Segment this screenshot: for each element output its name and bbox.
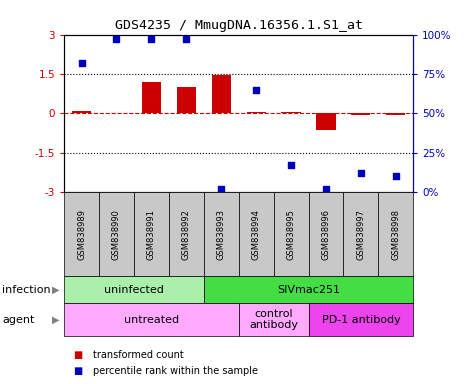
- Text: GSM838989: GSM838989: [77, 209, 86, 260]
- Point: [287, 162, 295, 168]
- Text: GSM838996: GSM838996: [322, 209, 331, 260]
- Bar: [352, 113, 370, 114]
- Point: [78, 60, 86, 66]
- Bar: [247, 112, 266, 113]
- Text: ▶: ▶: [52, 285, 59, 295]
- Bar: [204, 192, 238, 276]
- Point: [148, 36, 155, 42]
- Text: agent: agent: [2, 314, 35, 325]
- Bar: [204, 276, 413, 303]
- Bar: [134, 192, 169, 276]
- Bar: [343, 192, 379, 276]
- Bar: [386, 113, 405, 115]
- Text: GSM838998: GSM838998: [391, 209, 400, 260]
- Text: GSM838993: GSM838993: [217, 209, 226, 260]
- Bar: [309, 303, 413, 336]
- Text: SIVmac251: SIVmac251: [277, 285, 340, 295]
- Bar: [169, 192, 204, 276]
- Title: GDS4235 / MmugDNA.16356.1.S1_at: GDS4235 / MmugDNA.16356.1.S1_at: [114, 19, 363, 32]
- Point: [218, 186, 225, 192]
- Bar: [309, 192, 343, 276]
- Text: untreated: untreated: [124, 314, 179, 325]
- Text: infection: infection: [2, 285, 51, 295]
- Bar: [99, 192, 134, 276]
- Text: GSM838994: GSM838994: [252, 209, 261, 260]
- Bar: [212, 75, 231, 113]
- Point: [357, 170, 365, 176]
- Point: [113, 36, 120, 42]
- Text: GSM838997: GSM838997: [356, 209, 365, 260]
- Point: [322, 186, 330, 192]
- Text: uninfected: uninfected: [104, 285, 164, 295]
- Text: transformed count: transformed count: [93, 350, 183, 360]
- Point: [182, 36, 190, 42]
- Text: GSM838995: GSM838995: [286, 209, 295, 260]
- Point: [252, 87, 260, 93]
- Bar: [142, 82, 161, 113]
- Bar: [64, 303, 238, 336]
- Text: ■: ■: [74, 366, 83, 376]
- Bar: [238, 192, 274, 276]
- Bar: [64, 276, 204, 303]
- Bar: [316, 113, 335, 130]
- Bar: [274, 192, 309, 276]
- Point: [392, 173, 399, 179]
- Text: GSM838992: GSM838992: [182, 209, 191, 260]
- Text: percentile rank within the sample: percentile rank within the sample: [93, 366, 257, 376]
- Bar: [379, 192, 413, 276]
- Bar: [282, 112, 301, 113]
- Bar: [177, 87, 196, 113]
- Text: ■: ■: [74, 350, 83, 360]
- Bar: [238, 303, 309, 336]
- Text: control
antibody: control antibody: [249, 309, 298, 331]
- Text: GSM838990: GSM838990: [112, 209, 121, 260]
- Bar: [72, 111, 91, 113]
- Text: ▶: ▶: [52, 314, 59, 325]
- Text: PD-1 antibody: PD-1 antibody: [322, 314, 400, 325]
- Bar: [64, 192, 99, 276]
- Text: GSM838991: GSM838991: [147, 209, 156, 260]
